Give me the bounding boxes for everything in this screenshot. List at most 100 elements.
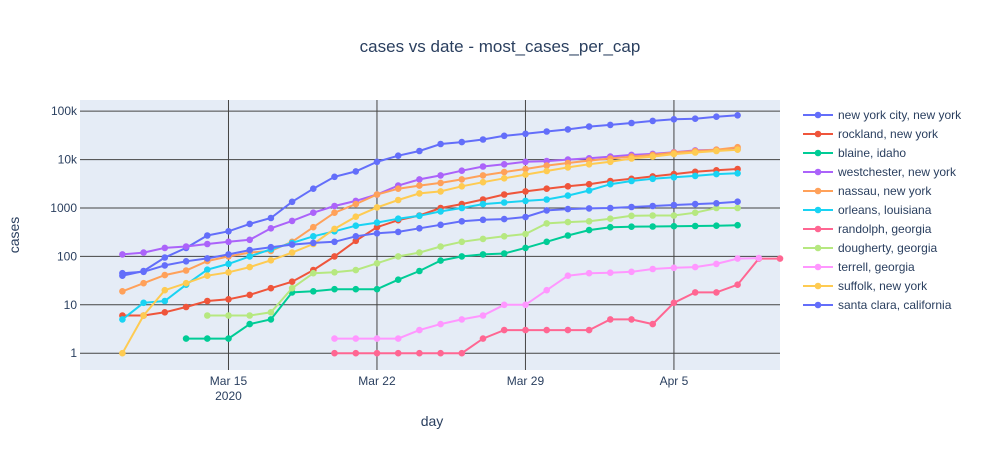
data-point xyxy=(331,269,338,276)
data-point xyxy=(204,272,211,280)
data-point xyxy=(500,301,508,309)
series-line xyxy=(121,172,738,321)
data-point xyxy=(267,316,275,323)
legend-item[interactable]: santa clara, california xyxy=(803,298,952,312)
legend-item[interactable]: orleans, louisiana xyxy=(803,203,932,217)
data-point xyxy=(479,312,487,319)
data-point xyxy=(713,147,720,155)
data-point xyxy=(140,279,147,287)
data-point xyxy=(225,238,232,246)
data-point xyxy=(394,152,402,159)
data-point xyxy=(182,258,190,265)
x-tick-year-label: 2020 xyxy=(215,389,242,403)
data-point xyxy=(522,301,529,309)
data-point xyxy=(500,175,508,182)
data-point xyxy=(204,297,211,305)
data-point xyxy=(500,215,508,223)
data-point xyxy=(458,253,466,260)
data-point xyxy=(500,161,508,168)
data-point xyxy=(246,291,253,299)
series-layer xyxy=(119,112,784,357)
legend-marker xyxy=(814,168,822,176)
legend-item[interactable]: dougherty, georgia xyxy=(803,241,938,255)
data-point xyxy=(691,172,699,180)
legend-marker xyxy=(814,225,822,233)
data-point xyxy=(310,223,317,231)
legend-item[interactable]: suffolk, new york xyxy=(803,279,928,293)
data-point xyxy=(543,286,550,294)
data-point xyxy=(713,170,720,178)
legend-label: orleans, louisiana xyxy=(838,203,932,217)
data-point xyxy=(734,221,741,229)
series-line xyxy=(122,200,738,275)
data-point xyxy=(479,178,487,186)
data-point xyxy=(416,225,423,232)
legend-item[interactable]: westchester, new york xyxy=(803,165,957,179)
data-point xyxy=(331,238,338,246)
legend-item[interactable]: terrell, georgia xyxy=(803,260,915,274)
data-point xyxy=(352,349,360,357)
data-point xyxy=(331,202,338,210)
data-point xyxy=(204,255,211,262)
data-point xyxy=(352,200,360,208)
data-point xyxy=(628,155,635,162)
data-point xyxy=(543,162,550,169)
data-point xyxy=(543,128,550,135)
legend-item[interactable]: new york city, new york xyxy=(803,108,962,122)
data-point xyxy=(479,196,487,203)
data-point xyxy=(352,335,360,342)
data-point xyxy=(416,212,423,220)
data-point xyxy=(246,236,253,244)
data-point xyxy=(479,235,487,243)
legend[interactable]: new york city, new york rockland, new yor… xyxy=(803,108,962,312)
data-point xyxy=(500,326,508,334)
data-point xyxy=(734,255,741,262)
legend-marker xyxy=(814,263,822,271)
data-point xyxy=(182,303,190,311)
legend-item[interactable]: rockland, new york xyxy=(803,127,939,141)
data-point xyxy=(267,225,275,232)
legend-label: dougherty, georgia xyxy=(838,241,938,255)
data-point xyxy=(670,222,678,230)
data-point xyxy=(607,269,614,277)
data-point xyxy=(373,158,381,166)
data-point xyxy=(225,228,232,235)
data-point xyxy=(479,163,487,170)
data-point xyxy=(394,276,402,284)
legend-item[interactable]: nassau, new york xyxy=(803,184,932,198)
data-point xyxy=(479,216,487,224)
data-point xyxy=(522,197,529,205)
data-point xyxy=(607,121,614,129)
data-point xyxy=(670,264,678,272)
data-point xyxy=(479,200,487,208)
data-point xyxy=(628,223,635,230)
data-point xyxy=(352,168,360,175)
y-axis-title: cases xyxy=(6,217,22,254)
data-point xyxy=(564,326,572,334)
x-axis-title: day xyxy=(421,413,444,429)
data-point xyxy=(267,214,275,222)
data-point xyxy=(225,251,232,258)
legend-label: terrell, georgia xyxy=(838,260,915,274)
data-point xyxy=(331,335,338,342)
legend-item[interactable]: blaine, idaho xyxy=(803,146,906,160)
data-point xyxy=(373,335,381,342)
data-point xyxy=(564,183,572,190)
data-point xyxy=(628,203,635,211)
y-tick-label: 10k xyxy=(58,153,78,167)
data-point xyxy=(352,233,360,240)
legend-marker xyxy=(814,149,822,157)
data-point xyxy=(670,212,678,219)
data-point xyxy=(628,212,635,220)
data-point xyxy=(585,269,593,277)
data-point xyxy=(670,116,678,123)
series-line xyxy=(207,207,738,317)
data-point xyxy=(246,263,253,271)
data-point xyxy=(543,185,550,192)
data-point xyxy=(691,200,699,208)
data-point xyxy=(713,222,720,229)
legend-item[interactable]: randolph, georgia xyxy=(803,222,932,236)
y-tick-label: 100 xyxy=(57,249,77,263)
legend-marker xyxy=(814,187,822,195)
data-point xyxy=(585,123,593,130)
